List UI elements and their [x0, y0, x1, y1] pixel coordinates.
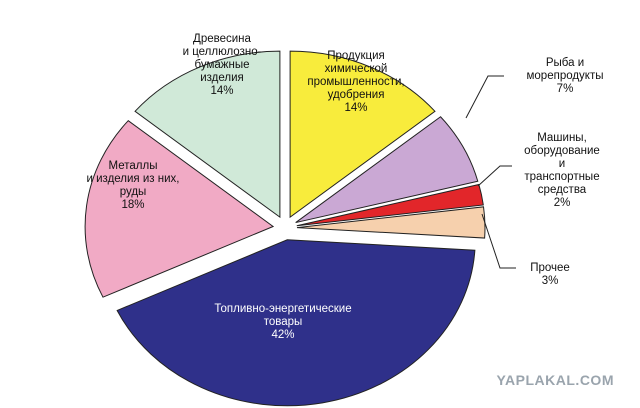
- value-label: 14%: [344, 102, 368, 114]
- pie-slice: [84, 120, 275, 298]
- category-label: Продукция химической промышленности, удо…: [307, 50, 405, 101]
- value-label: 14%: [210, 85, 234, 97]
- category-label: Топливно-энергетические товары: [214, 303, 352, 328]
- category-label: Прочее: [530, 262, 570, 274]
- category-label: Рыба и морепродукты: [526, 57, 604, 82]
- slice-label: Продукция химической промышленности, удо…: [307, 50, 404, 115]
- slice-label: Топливно-энергетические товары 42%: [214, 303, 351, 342]
- watermark: YAPLAKAL.COM: [496, 372, 614, 388]
- pie-slice: [289, 50, 436, 219]
- leader-line: [477, 165, 512, 187]
- value-label: 42%: [271, 329, 295, 341]
- category-label: Металлы и изделия из них, руды: [86, 160, 180, 198]
- pie-slice: [295, 116, 479, 224]
- category-label: Машины, оборудование и транспортные сред…: [524, 132, 600, 196]
- pie-slice: [134, 50, 281, 219]
- value-label: 7%: [556, 83, 574, 95]
- value-label: 3%: [541, 275, 559, 287]
- value-label: 18%: [121, 199, 145, 211]
- leader-line: [481, 213, 516, 269]
- slice-label: Машины, оборудование и транспортные сред…: [523, 132, 601, 210]
- pie-slice: [116, 239, 476, 407]
- pie-slice: [296, 183, 484, 227]
- slice-label: Прочее 3%: [530, 262, 570, 288]
- slice-label: Металлы и изделия из них, руды 18%: [87, 160, 180, 212]
- category-label: Древесина и целлюлозно- бумажные изделия: [182, 33, 262, 84]
- value-label: 2%: [553, 197, 571, 209]
- slice-label: Рыба и морепродукты 7%: [526, 57, 603, 96]
- leader-line: [465, 75, 504, 119]
- slice-label: Древесина и целлюлозно- бумажные изделия…: [183, 33, 262, 98]
